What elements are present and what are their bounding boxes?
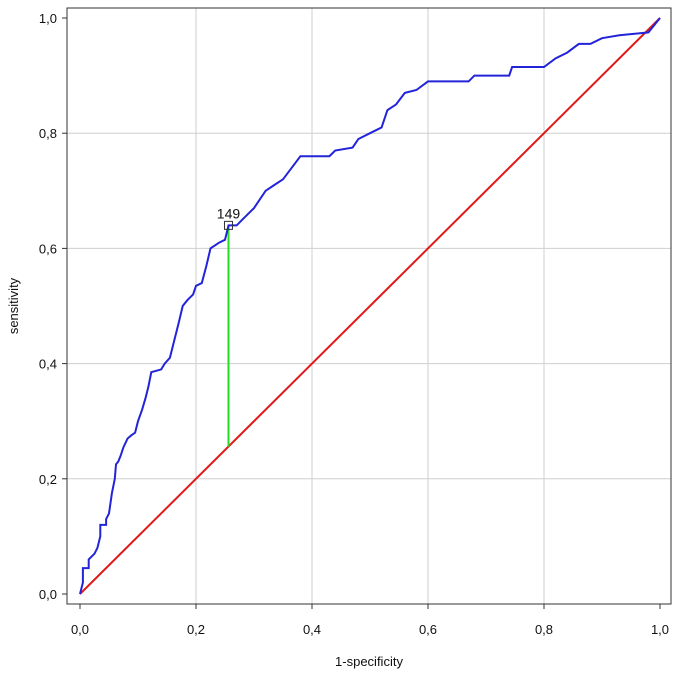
x-tick-label: 0,0 [71,622,89,637]
roc-curve-line [79,17,661,595]
plot-frame [66,7,672,605]
x-tick-label: 0,2 [187,622,205,637]
plot-series [79,17,661,595]
y-tick-label: 0,4 [39,357,57,372]
y-axis-title: sensitivity [6,277,21,334]
cutoff-label: 149 [217,205,241,221]
y-tick-label: 0,0 [39,587,57,602]
x-axis-title: 1-specificity [335,654,403,669]
reference-diagonal-line [79,17,661,595]
y-tick-label: 1,0 [39,11,57,26]
x-tick-label: 0,4 [303,622,321,637]
x-tick-label: 0,8 [535,622,553,637]
y-tick-label: 0,8 [39,126,57,141]
x-tick-label: 1,0 [651,622,669,637]
grid [67,8,671,604]
y-tick-label: 0,6 [39,241,57,256]
axis-ticks: 0,0 0,2 0,4 0,6 0,8 1,0 0,0 0,2 0,4 0,6 0,8 1,0 [39,11,669,637]
cutoff-marker [223,220,233,230]
y-tick-label: 0,2 [39,472,57,487]
x-tick-label: 0,6 [419,622,437,637]
